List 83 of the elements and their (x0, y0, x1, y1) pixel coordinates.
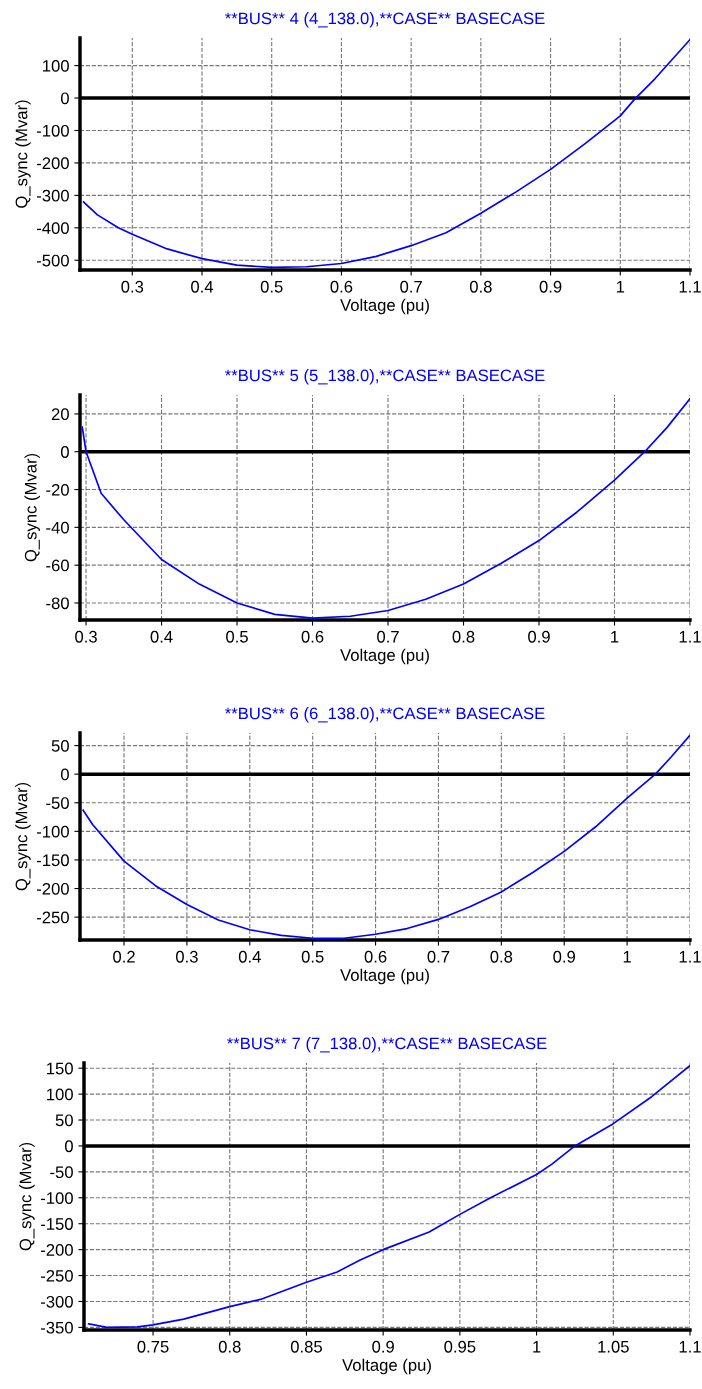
x-tick-label: 1.1 (679, 1341, 701, 1353)
chart-title: **BUS** 6 (6_138.0),**CASE** BASECASE (225, 707, 545, 723)
y-axis-title: Q_sync (Mvar) (24, 453, 40, 562)
x-tick-label: 0.75 (137, 1340, 169, 1353)
x-tick-label: 0.7 (377, 630, 399, 643)
y-tick-label: -200 (36, 882, 69, 895)
x-tick-label: 0.4 (191, 280, 214, 293)
x-tick-label: 1.1 (679, 951, 701, 963)
x-tick-label: 0.5 (260, 280, 283, 293)
y-tick-label: -200 (40, 1244, 73, 1256)
y-axis-title: Q_sync (Mvar) (15, 782, 31, 891)
y-tick-label: -300 (36, 189, 69, 202)
x-tick-label: 0.8 (218, 1340, 241, 1353)
x-tick-label: 1.1 (679, 631, 701, 643)
x-tick-label: 0.8 (469, 280, 492, 293)
x-tick-label: 0.9 (553, 950, 576, 963)
y-tick-label: -250 (36, 911, 69, 924)
y-tick-label: 100 (47, 1088, 73, 1101)
x-tick-label: 0.6 (364, 950, 387, 963)
x-axis-title: Voltage (pu) (342, 1358, 431, 1375)
x-tick-label: 0.8 (452, 630, 475, 643)
x-tick-label: 0.9 (539, 280, 562, 293)
x-tick-label: 0.2 (113, 950, 135, 963)
x-tick-label: 0.3 (121, 280, 144, 293)
y-tick-label: -20 (46, 483, 69, 496)
x-tick-label: 0.95 (444, 1340, 476, 1353)
y-tick-label: -150 (36, 854, 69, 867)
y-tick-label: -50 (50, 1166, 73, 1179)
x-axis-title: Voltage (pu) (340, 968, 429, 985)
x-tick-label: 0.9 (372, 1340, 394, 1353)
line-series (82, 734, 690, 940)
x-tick-label: 0.4 (238, 950, 261, 963)
y-tick-label: 100 (43, 59, 69, 72)
y-tick-label: -50 (46, 797, 69, 809)
x-tick-label: 0.3 (175, 950, 198, 963)
y-tick-label: -80 (46, 597, 69, 610)
x-tick-label: 1 (623, 951, 631, 963)
y-axis-title: Q_sync (Mvar) (19, 1142, 35, 1251)
line-series (87, 1064, 690, 1329)
x-tick-label: 0.4 (150, 630, 173, 643)
x-tick-label: 1 (611, 631, 619, 643)
x-tick-label: 0.5 (301, 950, 324, 963)
y-tick-label: -100 (36, 825, 69, 838)
y-tick-label: 20 (51, 408, 69, 421)
y-tick-label: -250 (40, 1269, 73, 1282)
x-axis-title: Voltage (pu) (340, 298, 429, 315)
y-tick-label: -60 (46, 559, 69, 572)
chart-title: **BUS** 4 (4_138.0),**CASE** BASECASE (225, 12, 545, 28)
y-tick-label: 0 (60, 768, 69, 781)
x-tick-label: 0.6 (301, 630, 324, 643)
x-tick-label: 0.7 (427, 950, 450, 963)
y-tick-label: 50 (51, 739, 69, 752)
x-tick-label: 0.5 (226, 630, 248, 643)
x-tick-label: 0.6 (330, 280, 353, 293)
chart-title: **BUS** 5 (5_138.0),**CASE** BASECASE (225, 369, 545, 385)
y-tick-label: 150 (47, 1062, 73, 1075)
line-series (82, 38, 690, 269)
chart-title: **BUS** 7 (7_138.0),**CASE** BASECASE (227, 1037, 547, 1053)
x-tick-label: 1 (616, 281, 625, 293)
line-series (81, 397, 690, 619)
y-tick-label: -100 (40, 1192, 73, 1204)
x-tick-label: 1 (533, 1341, 541, 1353)
y-tick-label: 50 (55, 1114, 73, 1127)
y-tick-label: -200 (36, 157, 69, 170)
y-tick-label: -150 (40, 1218, 73, 1230)
x-tick-label: 0.85 (290, 1340, 322, 1353)
y-tick-label: 0 (60, 446, 69, 458)
y-tick-label: -40 (46, 521, 69, 534)
y-axis-title: Q_sync (Mvar) (15, 100, 31, 208)
y-tick-label: -350 (40, 1321, 73, 1334)
x-tick-label: 1.1 (679, 281, 701, 293)
x-tick-label: 0.7 (400, 280, 422, 293)
x-tick-label: 0.9 (528, 630, 550, 643)
y-tick-label: -400 (36, 222, 69, 235)
x-tick-label: 1.05 (598, 1340, 629, 1353)
x-tick-label: 0.8 (490, 950, 513, 963)
y-tick-label: 0 (60, 92, 69, 105)
y-tick-label: -300 (40, 1295, 73, 1308)
x-tick-label: 0.3 (75, 630, 97, 643)
y-tick-label: -500 (36, 254, 69, 267)
y-tick-label: -100 (36, 124, 69, 137)
x-axis-title: Voltage (pu) (340, 648, 429, 665)
y-tick-label: 0 (64, 1140, 73, 1153)
